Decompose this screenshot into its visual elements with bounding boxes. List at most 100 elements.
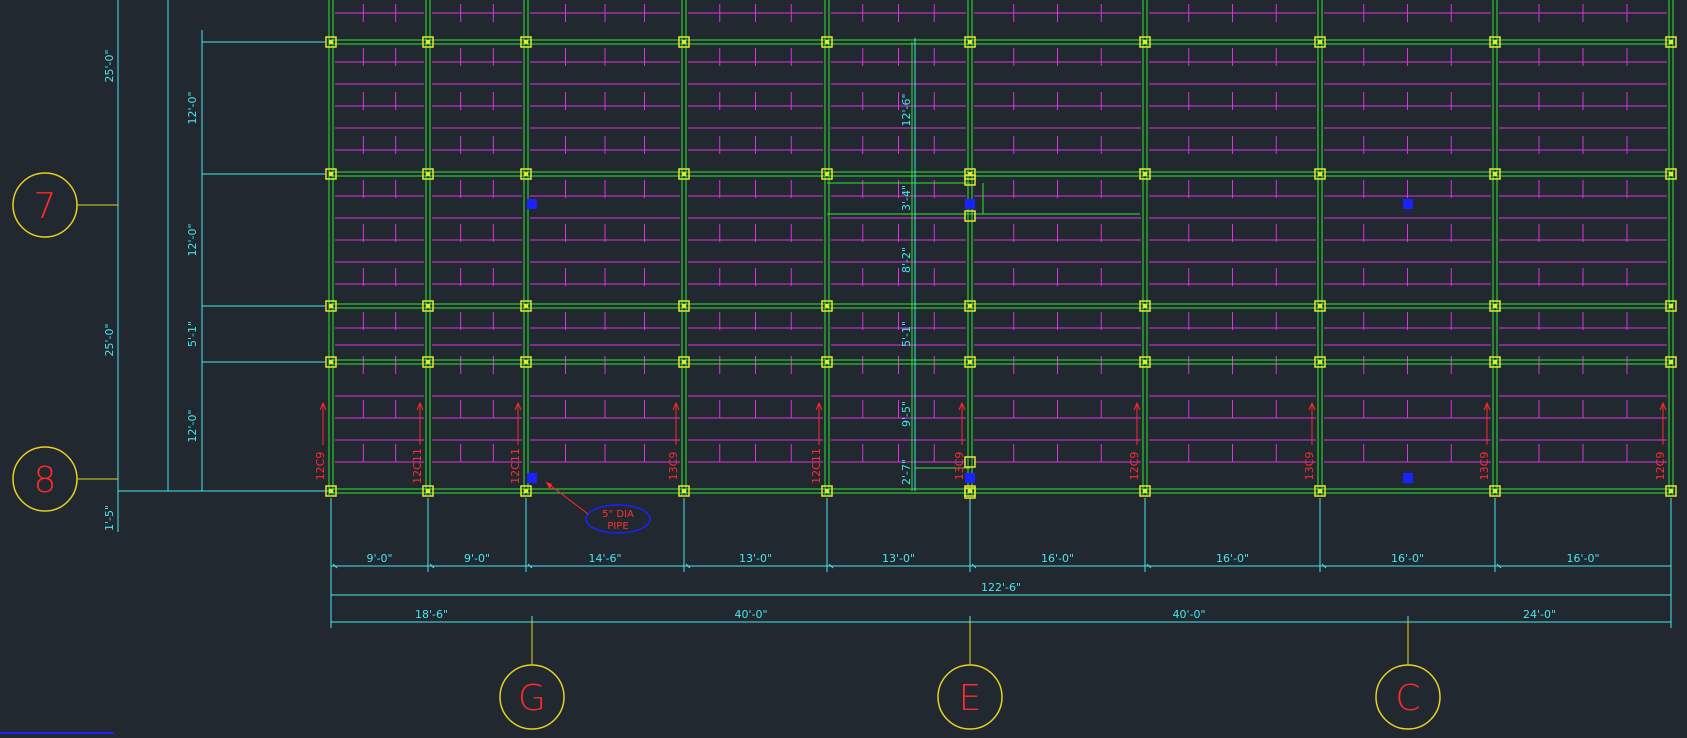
column-node-center	[524, 360, 528, 364]
column-node-center	[1493, 172, 1497, 176]
column-node-center	[329, 304, 333, 308]
column-node-center	[1143, 172, 1147, 176]
member-arrowhead	[514, 401, 522, 411]
member-label: 13C9	[953, 452, 966, 481]
bay-dimension-text: 13'-0"	[739, 552, 772, 565]
column-node	[964, 174, 976, 186]
column-node	[422, 356, 434, 368]
column-node-center	[524, 304, 528, 308]
grid-dimension-text: 24'-0"	[1523, 608, 1556, 621]
column-node	[1489, 300, 1501, 312]
column-node-center	[825, 40, 829, 44]
column-node	[1489, 36, 1501, 48]
column-node	[964, 36, 976, 48]
column-node-center	[1318, 304, 1322, 308]
dimension-tick	[1146, 563, 1152, 569]
pipe-marker	[527, 199, 537, 209]
column-node-center	[968, 489, 972, 493]
column-node-center	[1143, 40, 1147, 44]
column-node	[325, 485, 337, 497]
member-label: 12C11	[411, 448, 424, 484]
column-node-center	[1669, 304, 1673, 308]
column-node	[325, 168, 337, 180]
dimension-layer: 9'-0" 9'-0" 14'-6" 13'-0" 13'-0" 16'-0" 16'-0"…	[103, 0, 1672, 628]
column-node	[325, 356, 337, 368]
bay-dimension-text: 16'-0"	[1041, 552, 1074, 565]
column-node	[422, 485, 434, 497]
member-label: 12C9	[1128, 452, 1141, 481]
overall-dimension-text: 122'-6"	[981, 581, 1021, 594]
member-label: 12C11	[810, 448, 823, 484]
grid-bubble-layer: 7 8 G E C	[12, 172, 1441, 730]
bay-dimension-text: 13'-0"	[882, 552, 915, 565]
column-node	[964, 300, 976, 312]
dimension-tick	[527, 563, 533, 569]
column-node	[422, 36, 434, 48]
dimension-tick	[828, 563, 834, 569]
column-node	[1489, 168, 1501, 180]
pipe-marker	[527, 473, 537, 483]
column-node-center	[1318, 360, 1322, 364]
opening-dimension-text: 5'-1"	[900, 321, 913, 347]
inner-dimension-text: 12'-0"	[186, 409, 199, 442]
column-node-center	[825, 489, 829, 493]
pipe-marker	[1403, 473, 1413, 483]
pipe-note-line1: 5" DIA	[602, 509, 634, 520]
column-node-center	[329, 40, 333, 44]
column-node	[1139, 36, 1151, 48]
column-node-center	[968, 304, 972, 308]
member-label: 12C9	[314, 452, 327, 481]
column-node	[1139, 300, 1151, 312]
column-node	[520, 356, 532, 368]
column-node	[964, 487, 976, 499]
column-node	[1314, 36, 1326, 48]
column-node	[325, 300, 337, 312]
column-node-center	[1669, 360, 1673, 364]
bay-dimension-text: 16'-0"	[1391, 552, 1424, 565]
pipe-note-leader	[545, 481, 589, 515]
pipe-note-oval	[585, 504, 651, 534]
grid-bubble-c-label: C	[1395, 678, 1420, 719]
member-label: 13C9	[1303, 452, 1316, 481]
column-node	[1139, 485, 1151, 497]
column-node	[1665, 485, 1677, 497]
column-node	[678, 168, 690, 180]
column-node	[520, 168, 532, 180]
dimension-tick	[429, 563, 435, 569]
grid-dimension-text: 40'-0"	[1172, 608, 1205, 621]
column-node-center	[329, 172, 333, 176]
column-node-center	[1143, 360, 1147, 364]
member-arrowhead	[1133, 401, 1141, 411]
pipe-marker	[965, 473, 975, 483]
column-node-center	[1493, 489, 1497, 493]
opening-dimension-text: 2'-7"	[900, 459, 913, 485]
column-node	[1139, 356, 1151, 368]
column-node-center	[968, 40, 972, 44]
dimension-tick	[1496, 563, 1502, 569]
dimension-tick	[685, 563, 691, 569]
column-node	[520, 300, 532, 312]
column-node-center	[524, 172, 528, 176]
column-node-center	[1669, 172, 1673, 176]
column-node	[1665, 300, 1677, 312]
grid-bubble-g-label: G	[518, 678, 546, 719]
column-node-center	[426, 360, 430, 364]
member-arrowhead	[319, 401, 327, 411]
left-dimension-text: 25'-0"	[103, 49, 116, 82]
column-node	[422, 300, 434, 312]
column-node	[422, 168, 434, 180]
member-arrowhead	[672, 401, 680, 411]
dimension-tick	[1321, 563, 1327, 569]
opening-dimension-text: 9'-5"	[900, 401, 913, 427]
column-node-center	[825, 360, 829, 364]
column-node-center	[682, 40, 686, 44]
opening-dimension-text: 8'-2"	[900, 247, 913, 273]
member-label: 13C9	[1478, 452, 1491, 481]
column-node	[964, 456, 976, 468]
steel-grid-layer	[328, 0, 1674, 495]
column-node	[520, 36, 532, 48]
column-node-center	[968, 172, 972, 176]
bay-dimension-text: 16'-0"	[1566, 552, 1599, 565]
